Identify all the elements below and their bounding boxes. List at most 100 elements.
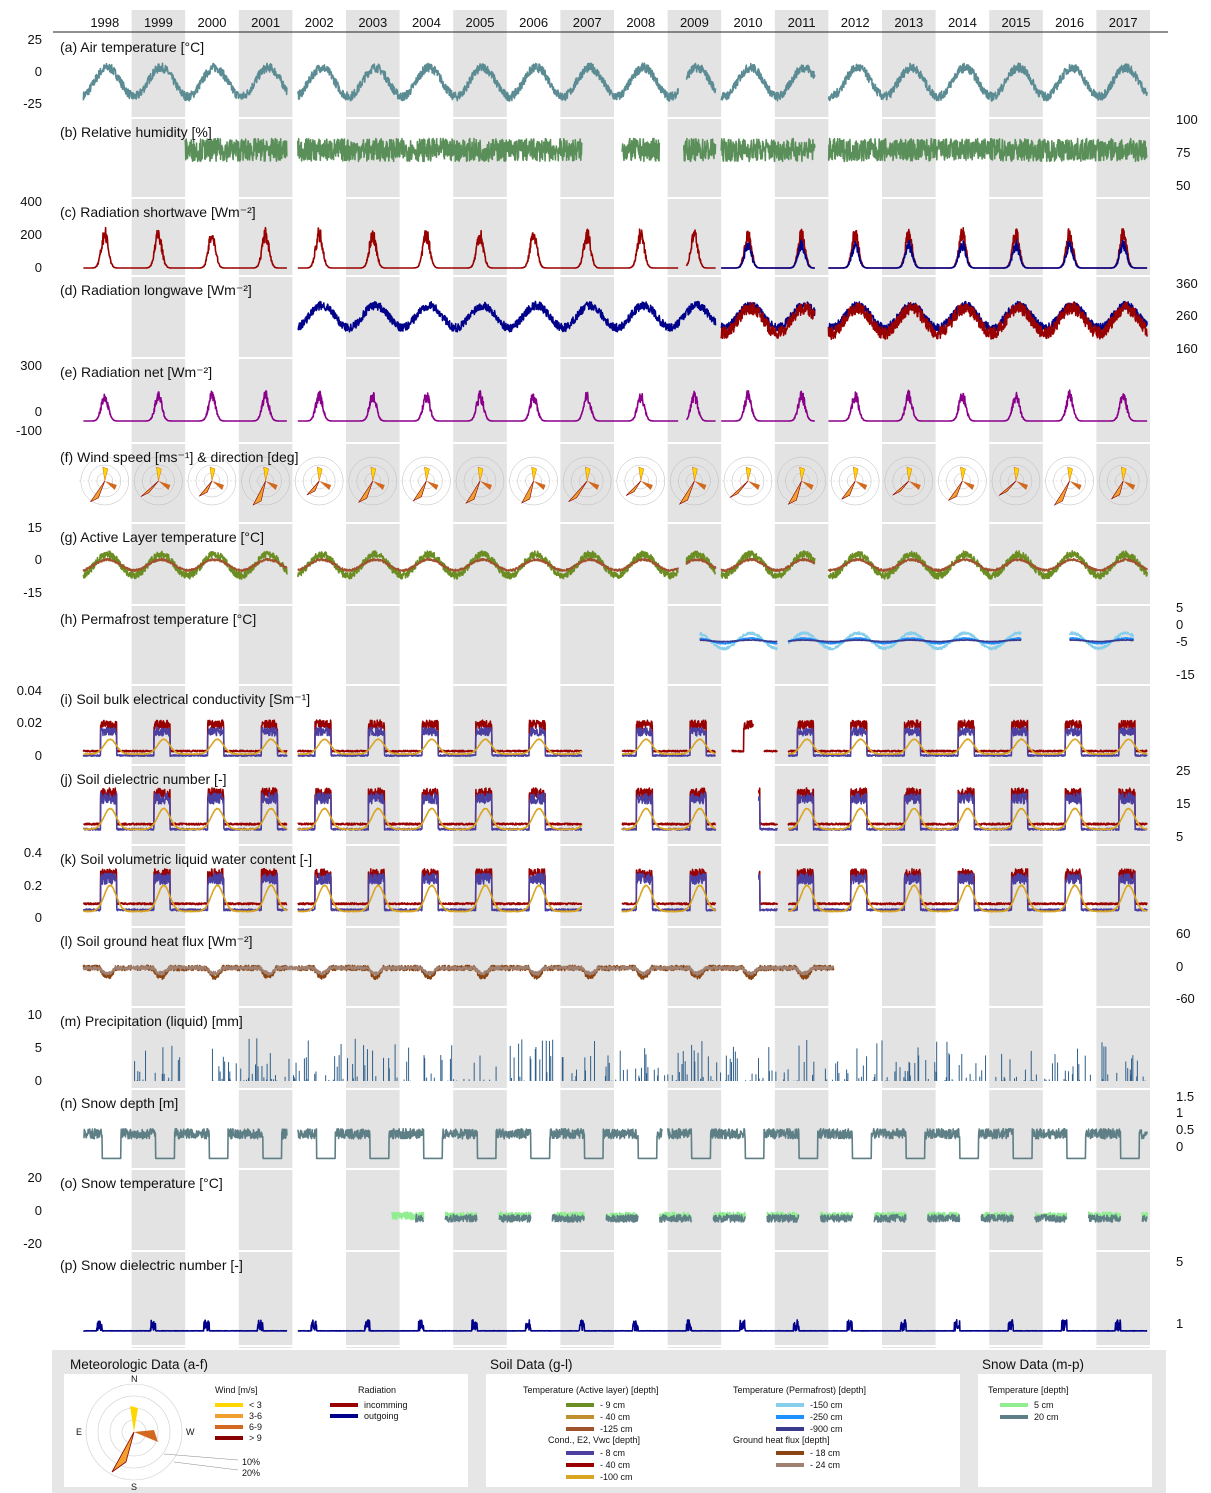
legend-snow-title: Snow Data (m-p) xyxy=(982,1357,1084,1372)
year-label: 2004 xyxy=(412,15,441,30)
rose-petal xyxy=(156,466,162,482)
series-j-1 xyxy=(787,792,1148,831)
series-g-1 xyxy=(720,557,816,573)
rose-petal xyxy=(692,466,698,482)
year-label: 2012 xyxy=(841,15,870,30)
series-a-0 xyxy=(827,62,1148,102)
rose-petal xyxy=(316,466,323,482)
rose-petal xyxy=(1123,481,1136,490)
year-band xyxy=(346,10,400,1348)
series-o-1 xyxy=(414,1213,1148,1223)
y-tick-right: 5 xyxy=(1176,829,1183,844)
panel-j: (j) Soil dielectric number [-] 25 15 5 xyxy=(53,763,1190,846)
series-i-1 xyxy=(787,726,1148,757)
series-c-1 xyxy=(827,239,1148,269)
series-c-0 xyxy=(685,229,717,269)
rose-petal xyxy=(465,480,481,504)
series-c-1 xyxy=(720,239,816,269)
series-a-0 xyxy=(720,62,816,102)
series-h-2 xyxy=(699,639,778,643)
legend-wind-item: < 3 xyxy=(249,1400,262,1410)
y-tick-left: -15 xyxy=(23,585,42,600)
legend-wind-item: > 9 xyxy=(249,1433,262,1443)
series-j-2 xyxy=(787,807,1148,831)
panel-e: (e) Radiation net [Wm⁻²] 300 0 -100 xyxy=(16,358,1153,444)
series-a-0 xyxy=(82,62,288,102)
series-i-2 xyxy=(621,738,717,756)
panel-m: (m) Precipitation (liquid) [mm] 10 5 0 xyxy=(28,1007,1153,1090)
series-g-1 xyxy=(297,557,679,573)
y-tick-right: 1 xyxy=(1176,1316,1183,1331)
rose-petal xyxy=(263,466,269,482)
y-tick-right: 0 xyxy=(1176,959,1183,974)
year-label: 2002 xyxy=(305,15,334,30)
year-label: 2000 xyxy=(198,15,227,30)
panel-n: (n) Snow depth [m] 1.51 0.5 0 xyxy=(53,1089,1194,1170)
series-i-1 xyxy=(621,727,717,757)
rose-petal xyxy=(370,466,377,482)
y-tick-right: 1.5 xyxy=(1176,1089,1194,1104)
y-tick-left: -20 xyxy=(23,1236,42,1251)
year-label: 2017 xyxy=(1109,15,1138,30)
panel-title: (l) Soil ground heat flux [Wm⁻²] xyxy=(60,933,253,949)
year-band xyxy=(774,10,829,1348)
y-tick-right: 75 xyxy=(1176,145,1190,160)
panel-i: (i) Soil bulk electrical conductivity [S… xyxy=(17,683,1153,766)
y-tick-right: 100 xyxy=(1176,112,1198,127)
series-l-1 xyxy=(82,965,835,976)
panel-title: (g) Active Layer temperature [°C] xyxy=(60,529,264,545)
y-tick-right: 260 xyxy=(1176,308,1198,323)
panel-k: (k) Soil volumetric liquid water content… xyxy=(24,845,1153,928)
panel-title: (e) Radiation net [Wm⁻²] xyxy=(60,364,212,380)
rose-petal xyxy=(694,481,707,490)
rose-petal xyxy=(102,466,109,482)
year-label: 1998 xyxy=(90,15,119,30)
legend-wind-item: 3-6 xyxy=(249,1411,262,1421)
series-c-0 xyxy=(82,226,288,269)
legend-rad-title: Radiation xyxy=(358,1385,396,1395)
panel-title: (h) Permafrost temperature [°C] xyxy=(60,611,256,627)
legend-cond-item: - 40 cm xyxy=(600,1460,630,1470)
compass-ring xyxy=(97,1395,171,1469)
y-tick-right: 0 xyxy=(1176,1139,1183,1154)
panel-g: (g) Active Layer temperature [°C] 15 0 -15 xyxy=(23,520,1153,606)
series-n-0 xyxy=(297,1127,663,1160)
series-j-2 xyxy=(297,807,583,831)
year-label: 2006 xyxy=(519,15,548,30)
compass-ring xyxy=(85,1383,183,1481)
series-j-0 xyxy=(787,787,1148,826)
y-tick-left: 0 xyxy=(35,64,42,79)
series-i-0 xyxy=(731,719,754,753)
legend-soil-title: Soil Data (g-l) xyxy=(490,1357,573,1372)
y-tick-left: 0.2 xyxy=(24,878,42,893)
rose-petal xyxy=(568,480,588,502)
series-b-0 xyxy=(720,137,816,163)
y-tick-left: 25 xyxy=(28,32,42,47)
series-k-0 xyxy=(758,870,779,906)
legend-snow-item: 20 cm xyxy=(1034,1412,1059,1422)
y-tick-right: 15 xyxy=(1176,796,1190,811)
series-e-0 xyxy=(685,390,717,422)
year-label: 2016 xyxy=(1055,15,1084,30)
y-tick-left: -25 xyxy=(23,96,42,111)
panel-c: (c) Radiation shortwave [Wm⁻²] 400 200 0 xyxy=(20,194,1153,277)
series-e-0 xyxy=(720,390,816,422)
series-b-0 xyxy=(621,137,661,163)
rose-petal xyxy=(640,481,653,490)
series-k-0 xyxy=(297,868,583,906)
panel-f: (f) Wind speed [ms⁻¹] & direction [deg] xyxy=(53,449,1153,524)
rose-petal xyxy=(372,481,385,490)
series-b-0 xyxy=(297,137,583,163)
compass-n: N xyxy=(131,1374,138,1384)
year-label: 2003 xyxy=(358,15,387,30)
panel-title: (m) Precipitation (liquid) [mm] xyxy=(60,1013,243,1029)
legend-rad-item: outgoing xyxy=(364,1411,399,1421)
y-tick-left: 0.4 xyxy=(24,845,42,860)
y-tick-left: 10 xyxy=(28,1007,42,1022)
series-k-2 xyxy=(621,884,717,913)
legend-al-item: - 9 cm xyxy=(600,1400,625,1410)
panel-title: (b) Relative humidity [%] xyxy=(60,124,212,140)
rose-petal xyxy=(787,480,802,505)
ring-leader xyxy=(173,1461,239,1471)
rose-petal xyxy=(140,480,159,497)
